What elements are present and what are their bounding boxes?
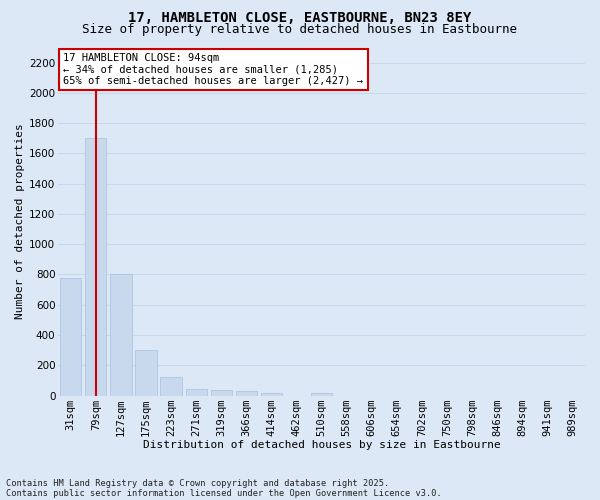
- Bar: [110, 274, 131, 396]
- Bar: [211, 390, 232, 396]
- Text: 17 HAMBLETON CLOSE: 94sqm
← 34% of detached houses are smaller (1,285)
65% of se: 17 HAMBLETON CLOSE: 94sqm ← 34% of detac…: [64, 52, 364, 86]
- Bar: [236, 392, 257, 396]
- Bar: [185, 388, 207, 396]
- Text: Size of property relative to detached houses in Eastbourne: Size of property relative to detached ho…: [83, 22, 517, 36]
- Bar: [311, 392, 332, 396]
- Bar: [261, 393, 282, 396]
- Text: 17, HAMBLETON CLOSE, EASTBOURNE, BN23 8EY: 17, HAMBLETON CLOSE, EASTBOURNE, BN23 8E…: [128, 11, 472, 25]
- Text: Contains HM Land Registry data © Crown copyright and database right 2025.
Contai: Contains HM Land Registry data © Crown c…: [6, 479, 442, 498]
- Bar: [85, 138, 106, 396]
- Bar: [160, 378, 182, 396]
- Y-axis label: Number of detached properties: Number of detached properties: [15, 124, 25, 320]
- X-axis label: Distribution of detached houses by size in Eastbourne: Distribution of detached houses by size …: [143, 440, 500, 450]
- Bar: [60, 278, 82, 396]
- Bar: [136, 350, 157, 396]
